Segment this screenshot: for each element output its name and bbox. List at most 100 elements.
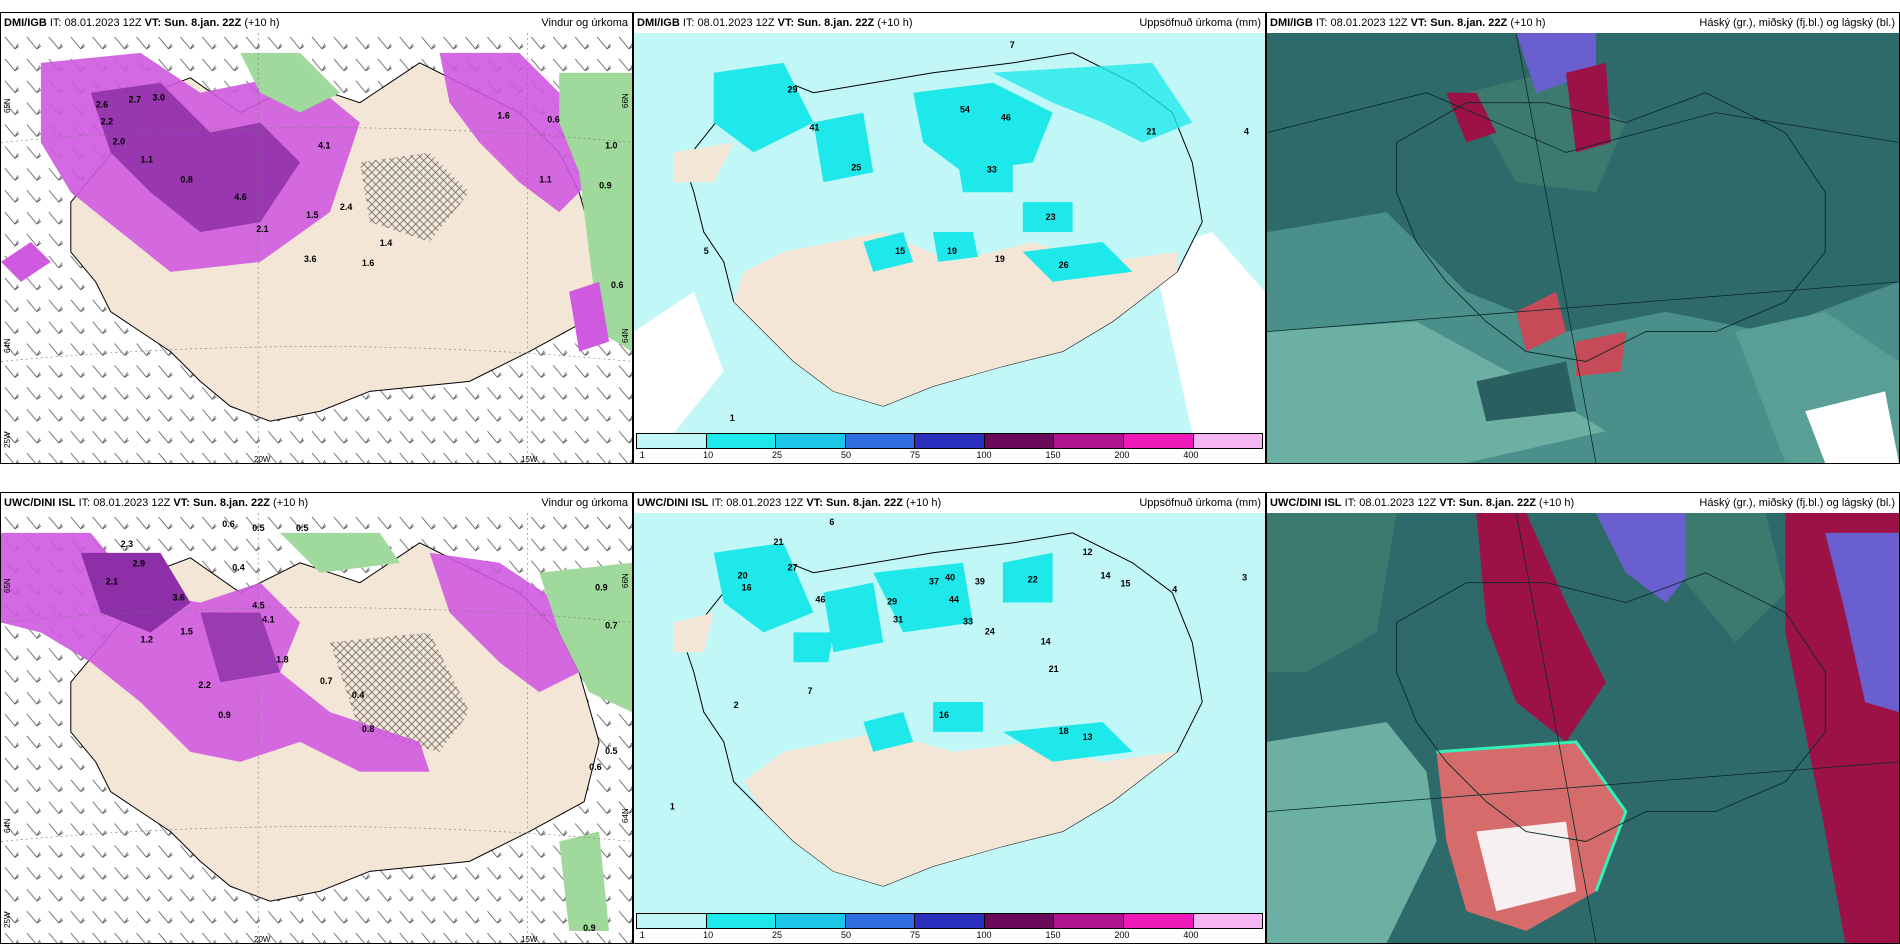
value-label: 44: [949, 595, 959, 605]
legend-tick: 1: [639, 930, 645, 940]
value-label: 40: [945, 573, 955, 583]
vt-value: Sun. 8.jan. 22Z: [1458, 497, 1536, 509]
value-label: 21: [1049, 664, 1059, 674]
precip-purple: [90, 82, 301, 233]
value-label: 2: [734, 700, 739, 710]
panel-title: Uppsöfnuð úrkoma (mm): [1139, 17, 1261, 29]
value-label: 7: [1010, 40, 1015, 50]
value-label: 4: [1244, 126, 1249, 136]
legend-swatch: [1123, 914, 1194, 928]
vt-label: VT:: [1410, 17, 1428, 29]
map-area: 7 29 41 25 54 46 33 21 4 23 19 15 19 26 …: [634, 33, 1265, 433]
value-label: 2.3: [121, 539, 133, 549]
value-label: 3.6: [172, 593, 184, 603]
vt-label: VT:: [1439, 497, 1456, 509]
value-label: 12: [1083, 547, 1093, 557]
value-label: 20: [738, 571, 748, 581]
value-label: 16: [742, 583, 752, 593]
lead-time: (+10 h): [1510, 17, 1546, 29]
value-label: 15: [895, 246, 905, 256]
legend-swatch: [637, 914, 707, 928]
cloud-red: [1566, 62, 1611, 153]
legend-tick: 200: [1114, 930, 1130, 940]
value-label: 5: [704, 246, 709, 256]
value-label: 1.1: [141, 154, 153, 164]
it-label: IT:: [78, 497, 91, 509]
vt-label: VT:: [777, 17, 795, 29]
it-label: IT:: [49, 17, 62, 29]
legend-swatch: [1123, 434, 1194, 448]
model-name: DMI/IGB: [4, 17, 47, 29]
iceland-outline: [1396, 92, 1826, 362]
legend-tick: 400: [1183, 450, 1199, 460]
legend-tick: 25: [772, 450, 783, 460]
model-name: UWC/DINI ISL: [637, 497, 709, 509]
precip-green-north: [240, 52, 340, 113]
value-label: 25: [851, 162, 861, 172]
model-name: UWC/DINI ISL: [4, 497, 76, 509]
value-label: 0.7: [605, 620, 617, 630]
legend-swatch: [845, 434, 916, 448]
value-label: 1.6: [497, 111, 509, 121]
value-label: 0.4: [352, 690, 364, 700]
value-label: 46: [1001, 113, 1011, 123]
legend-colorbar: [636, 913, 1263, 929]
precip-mid: [713, 62, 814, 153]
value-label: 0.6: [611, 280, 623, 290]
legend-ticks: 1 10 25 50 75 100 150 200 400: [636, 450, 1263, 462]
vt-value: Sun. 8.jan. 22Z: [1430, 17, 1508, 29]
value-label: 23: [1046, 212, 1056, 222]
value-label: 29: [788, 85, 798, 95]
corner-lon-25w: 25W: [3, 431, 12, 448]
value-label: 1.5: [306, 210, 318, 220]
legend-tick: 25: [772, 930, 783, 940]
legend-swatch: [984, 434, 1055, 448]
value-label: 7: [807, 686, 812, 696]
panel-header: DMI/IGB IT: 08.01.2023 12Z VT: Sun. 8.ja…: [634, 13, 1265, 33]
value-label: 1.1: [539, 174, 551, 184]
map-area: [1267, 513, 1899, 943]
map-svg: 7 29 41 25 54 46 33 21 4 23 19 15 19 26 …: [634, 33, 1265, 433]
model-name: UWC/DINI ISL: [1270, 497, 1342, 509]
map-svg: 0.6 0.5 0.5 2.3 2.9 2.1 3.6 0.4 4.5 4.1 …: [1, 513, 632, 943]
value-label: 14: [1101, 571, 1111, 581]
legend-tick: 150: [1045, 930, 1061, 940]
value-label: 19: [947, 246, 957, 256]
precip-southeast: [569, 281, 610, 352]
precip-west: [1, 242, 51, 282]
panel-accum-precip-dmi: DMI/IGB IT: 08.01.2023 12Z VT: Sun. 8.ja…: [633, 12, 1266, 464]
map-area: 2.6 2.2 2.7 3.0 2.0 1.1 0.8 4.1 4.6 1.5 …: [1, 33, 632, 463]
it-value: 08.01.2023 12Z: [64, 17, 142, 29]
precip-legend: 1 10 25 50 75 100 150 200 400: [634, 433, 1265, 463]
value-label: 2.0: [113, 136, 125, 146]
value-label: 54: [960, 105, 970, 115]
map-svg: 2.6 2.2 2.7 3.0 2.0 1.1 0.8 4.1 4.6 1.5 …: [1, 33, 632, 463]
it-label: IT:: [682, 17, 695, 29]
value-label: 2.6: [96, 100, 108, 110]
value-label: 2.1: [256, 224, 268, 234]
value-label: 16: [939, 710, 949, 720]
value-label: 2.4: [340, 202, 352, 212]
value-label: 0.6: [589, 762, 601, 772]
value-labels: 6 21 20 27 16 46 29 31 37 40 39 44 22 12…: [670, 517, 1247, 812]
panel-clouds-uwc: UWC/DINI ISL IT: 08.01.2023 12Z VT: Sun.…: [1266, 492, 1900, 944]
legend-swatch: [776, 914, 846, 928]
panel-title: Háský (gr.), miðský (fj.bl.) og lágský (…: [1699, 17, 1895, 29]
vt-value: Sun. 8.jan. 22Z: [192, 497, 270, 509]
lat-tick-left-65n: 65N: [3, 578, 12, 593]
panel-header: UWC/DINI ISL IT: 08.01.2023 12Z VT: Sun.…: [634, 493, 1265, 513]
map-area: [1267, 33, 1899, 463]
map-area: 6 21 20 27 16 46 29 31 37 40 39 44 22 12…: [634, 513, 1265, 913]
legend-swatch: [984, 914, 1055, 928]
model-name: DMI/IGB: [637, 17, 680, 29]
lead-time: (+10 h): [906, 497, 942, 509]
legend-swatch: [706, 434, 777, 448]
map-svg: [1267, 513, 1899, 943]
it-label: IT:: [1315, 17, 1328, 29]
value-label: 1.2: [141, 634, 153, 644]
lead-time: (+10 h): [244, 17, 280, 29]
value-label: 6: [829, 517, 834, 527]
value-label: 0.9: [595, 583, 607, 593]
precip-green-east: [559, 72, 632, 352]
legend-tick: 100: [976, 930, 992, 940]
